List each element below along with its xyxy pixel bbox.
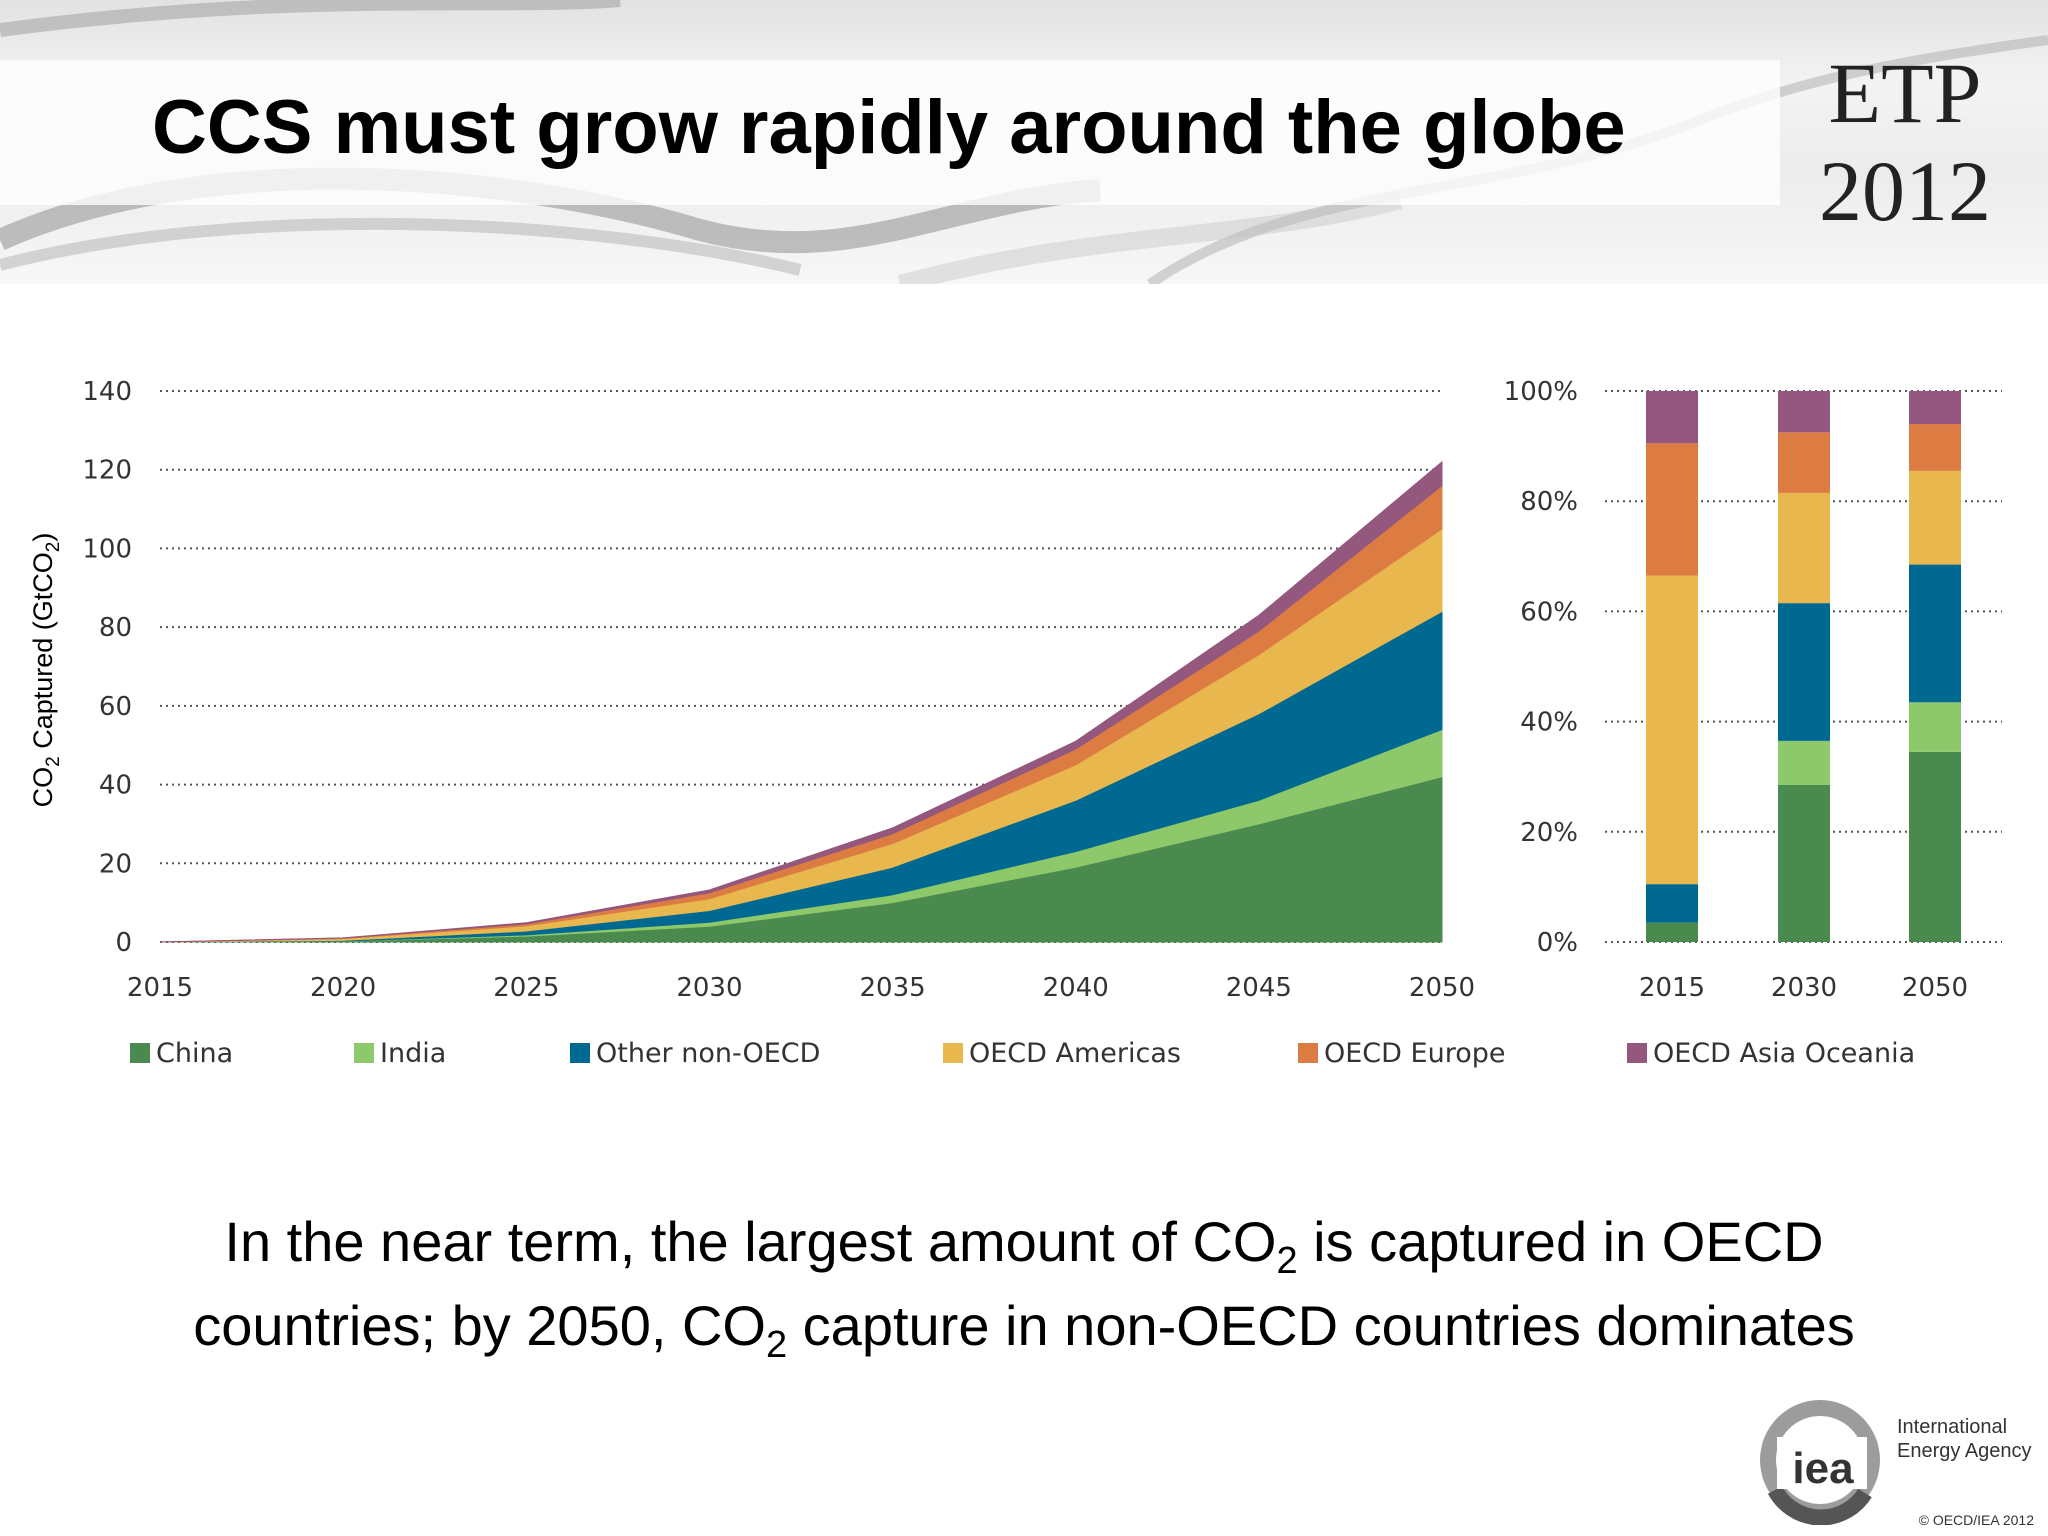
bar-segment-oecd-asia-oceania — [1646, 391, 1698, 444]
legend-item-china: China — [130, 1033, 233, 1073]
bar-segment-china — [1778, 784, 1830, 942]
legend-label: China — [156, 1037, 234, 1069]
area-ytick-label: 140 — [82, 377, 132, 407]
slide-title: CCS must grow rapidly around the globe — [152, 85, 1626, 170]
iea-logo-icon: iea — [1760, 1400, 1880, 1525]
slide-caption: In the near term, the largest amount of … — [60, 1200, 1988, 1368]
area-ytick-label: 60 — [99, 692, 132, 722]
area-series-oecd-asia-oceania — [159, 460, 1443, 943]
bar-xtick-label: 2030 — [1771, 973, 1837, 1000]
area-xtick-label: 2025 — [493, 973, 559, 1000]
bar-ytick-label: 0% — [1537, 928, 1578, 958]
legend-swatch — [354, 1043, 374, 1063]
chart-legend: China India Other non-OECD OECD Americas OEC… — [0, 1033, 2048, 1073]
bar-ytick-label: 20% — [1520, 818, 1578, 848]
area-chart-layers — [159, 460, 1443, 943]
bar-ytick-label: 80% — [1520, 487, 1578, 517]
bar-segment-india — [1778, 740, 1830, 785]
area-ytick-label: 80 — [99, 613, 132, 643]
legend-item-india: India — [354, 1033, 446, 1073]
bar-segment-oecd-americas — [1646, 575, 1698, 885]
area-xtick-label: 2030 — [676, 973, 742, 1000]
legend-item-other-non-oecd: Other non-OECD — [570, 1033, 820, 1073]
legend-swatch — [570, 1043, 590, 1063]
bar-segment-oecd-asia-oceania — [1909, 391, 1961, 425]
area-xtick-label: 2040 — [1043, 973, 1109, 1000]
svg-text:iea: iea — [1792, 1444, 1854, 1493]
legend-label: OECD Americas — [969, 1037, 1181, 1069]
bar-segment-other-non-oecd — [1909, 564, 1961, 703]
legend-label: Other non-OECD — [596, 1037, 821, 1069]
bar-xtick-label: 2050 — [1902, 973, 1968, 1000]
legend-item-oecd-europe: OECD Europe — [1298, 1033, 1506, 1073]
bar-segment-china — [1646, 922, 1698, 942]
iea-org-name-line1: International — [1897, 1416, 2008, 1438]
bar-segment-oecd-americas — [1778, 492, 1830, 604]
area-xtick-label: 2035 — [859, 973, 925, 1000]
area-chart-ylabel: CO2 Captured (GtCO2) — [28, 533, 64, 808]
bar-ytick-label: 100% — [1504, 377, 1578, 407]
legend-swatch — [943, 1043, 963, 1063]
caption-line-1: In the near term, the largest amount of … — [224, 1210, 1824, 1282]
area-ytick-label: 20 — [99, 849, 132, 879]
area-ytick-label: 100 — [82, 534, 132, 564]
legend-label: OECD Europe — [1324, 1037, 1506, 1069]
etp-badge-line2: 2012 — [1819, 143, 1991, 239]
area-ytick-label: 40 — [99, 771, 132, 801]
area-xtick-label: 2020 — [310, 973, 376, 1000]
bar-segment-oecd-asia-oceania — [1778, 391, 1830, 433]
bar-segment-other-non-oecd — [1646, 884, 1698, 923]
bar-segment-oecd-europe — [1909, 424, 1961, 471]
bar-ytick-label: 40% — [1520, 708, 1578, 738]
etp-badge-line1: ETP — [1828, 45, 1982, 141]
iea-org-name: International Energy Agency — [1897, 1415, 2047, 1463]
legend-label: OECD Asia Oceania — [1653, 1037, 1916, 1069]
bar-xtick-label: 2015 — [1639, 973, 1705, 1000]
iea-org-name-line2: Energy Agency — [1897, 1440, 2032, 1462]
legend-label: India — [380, 1037, 447, 1069]
bar-segment-india — [1909, 702, 1961, 752]
legend-swatch — [1627, 1043, 1647, 1063]
legend-item-oecd-americas: OECD Americas — [943, 1033, 1181, 1073]
bar-segment-oecd-europe — [1646, 443, 1698, 576]
bar-segment-oecd-europe — [1778, 432, 1830, 493]
bar-chart-ticks: 0% 20% 40% 60% 80% 100% 2015 2030 2050 — [1504, 377, 1968, 1000]
title-bar — [0, 60, 1780, 205]
caption-line-2: countries; by 2050, CO2 capture in non-O… — [193, 1294, 1855, 1366]
area-xtick-label: 2015 — [127, 973, 193, 1000]
area-ytick-label: 120 — [82, 456, 132, 486]
area-xtick-label: 2045 — [1226, 973, 1292, 1000]
bar-segment-china — [1909, 751, 1961, 942]
legend-swatch — [1298, 1043, 1318, 1063]
bar-segment-other-non-oecd — [1778, 603, 1830, 741]
legend-item-oecd-asia-oceania: OECD Asia Oceania — [1627, 1033, 1915, 1073]
area-ytick-label: 0 — [115, 928, 132, 958]
copyright-notice: © OECD/IEA 2012 — [1918, 1512, 2034, 1528]
bar-segment-oecd-americas — [1909, 470, 1961, 565]
bar-chart-bars — [1646, 391, 1961, 942]
area-xtick-label: 2050 — [1409, 973, 1475, 1000]
legend-swatch — [130, 1043, 150, 1063]
bar-ytick-label: 60% — [1520, 597, 1578, 627]
